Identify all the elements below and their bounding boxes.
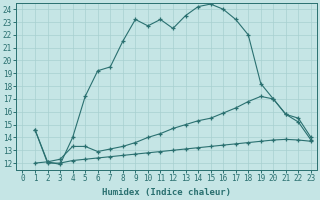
X-axis label: Humidex (Indice chaleur): Humidex (Indice chaleur)	[102, 188, 231, 197]
